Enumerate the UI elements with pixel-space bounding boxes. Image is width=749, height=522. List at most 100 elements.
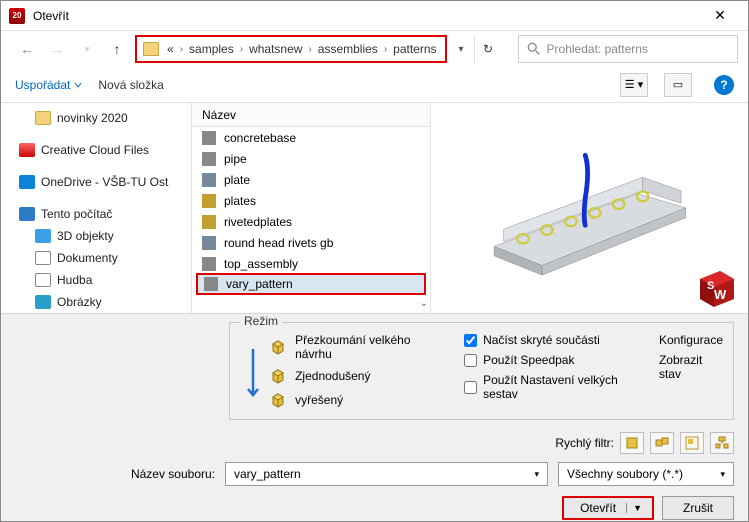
mode-arrow-icon	[244, 333, 261, 409]
chevron-right-icon: ›	[178, 44, 185, 55]
mode-checkbox[interactable]: Použít Nastavení velkých sestav	[464, 373, 629, 401]
file-icon	[202, 152, 216, 166]
close-button[interactable]: ✕	[700, 2, 740, 30]
folder-tree[interactable]: novinky 2020 Creative Cloud Files OneDrive…	[1, 103, 191, 313]
tree-item[interactable]: Obrázky	[1, 291, 191, 313]
search-icon	[527, 42, 541, 56]
tree-item-icon	[35, 273, 51, 287]
file-list-panel: Název concretebase pipe plate plates riveted…	[191, 103, 431, 313]
mode-option[interactable]: vyřešený	[269, 391, 424, 409]
chevron-down-icon: ▾	[720, 469, 725, 480]
file-label: pipe	[224, 152, 247, 166]
crumb-root[interactable]: «	[165, 42, 176, 56]
file-row[interactable]: round head rivets gb	[192, 232, 430, 253]
tree-item-label: novinky 2020	[57, 111, 128, 125]
search-placeholder: Prohledat: patterns	[547, 42, 648, 56]
mode-label: Přezkoumání velkého návrhu	[295, 333, 424, 361]
chevron-down-icon: ▾	[534, 469, 539, 480]
tree-item-label: Obrázky	[57, 295, 102, 309]
tree-item[interactable]: Tento počítač	[1, 203, 191, 225]
tree-item-icon	[19, 143, 35, 157]
scroll-indicator[interactable]: ⌄	[420, 298, 428, 309]
checkbox-input[interactable]	[464, 381, 477, 394]
tree-item[interactable]: Hudba	[1, 269, 191, 291]
tree-item[interactable]: novinky 2020	[1, 107, 191, 129]
file-row[interactable]: concretebase	[192, 127, 430, 148]
solidworks-logo: S W	[694, 265, 738, 309]
tree-item-label: OneDrive - VŠB-TU Ost	[41, 175, 168, 189]
file-label: top_assembly	[224, 257, 298, 271]
mode-checkbox[interactable]: Použít Speedpak	[464, 353, 629, 367]
file-icon	[202, 131, 216, 145]
tree-item-icon	[19, 175, 35, 189]
tree-item-icon	[19, 207, 35, 221]
svg-text:W: W	[714, 287, 727, 302]
forward-button[interactable]: →	[45, 37, 69, 61]
checkbox-label: Použít Speedpak	[483, 353, 574, 367]
tree-item[interactable]: 3D objekty	[1, 225, 191, 247]
cube-icon	[269, 367, 287, 385]
crumb-samples[interactable]: samples	[187, 42, 236, 56]
filter-drawing-button[interactable]	[680, 432, 704, 454]
mode-label: vyřešený	[295, 393, 343, 407]
mode-label: Zjednodušený	[295, 369, 370, 383]
filter-part-button[interactable]	[620, 432, 644, 454]
search-input[interactable]: Prohledat: patterns	[518, 35, 738, 63]
file-label: concretebase	[224, 131, 296, 145]
mode-option[interactable]: Přezkoumání velkého návrhu	[269, 333, 424, 361]
file-label: round head rivets gb	[224, 236, 333, 250]
cube-icon	[269, 391, 287, 409]
tree-item[interactable]: OneDrive - VŠB-TU Ost	[1, 171, 191, 193]
new-folder-button[interactable]: Nová složka	[98, 78, 163, 92]
back-button[interactable]: ←	[15, 37, 39, 61]
crumb-whatsnew[interactable]: whatsnew	[247, 42, 304, 56]
organize-menu[interactable]: Uspořádat	[15, 78, 82, 92]
file-row[interactable]: pipe	[192, 148, 430, 169]
path-dropdown[interactable]: ▾	[459, 44, 464, 55]
file-row[interactable]: plates	[192, 190, 430, 211]
cube-icon	[269, 338, 287, 356]
crumb-assemblies[interactable]: assemblies	[316, 42, 380, 56]
model-preview	[475, 128, 705, 288]
crumb-patterns[interactable]: patterns	[391, 42, 438, 56]
tree-item-label: 3D objekty	[57, 229, 114, 243]
tree-item-icon	[35, 251, 51, 265]
up-button[interactable]: ↑	[105, 37, 129, 61]
mode-checkbox[interactable]: Načíst skryté součásti	[464, 333, 629, 347]
app-icon: 20	[9, 8, 25, 24]
tree-item[interactable]: Creative Cloud Files	[1, 139, 191, 161]
chevron-down-icon	[74, 81, 82, 89]
displaystate-label[interactable]: Zobrazit stav	[659, 353, 723, 381]
breadcrumb-path[interactable]: « › samples › whatsnew › assemblies › pa…	[135, 35, 447, 63]
checkbox-input[interactable]	[464, 334, 477, 347]
preview-toggle-button[interactable]: ▭	[664, 73, 692, 97]
mode-option[interactable]: Zjednodušený	[269, 367, 424, 385]
refresh-button[interactable]: ↻	[474, 35, 502, 63]
tree-item[interactable]: Dokumenty	[1, 247, 191, 269]
file-label: plate	[224, 173, 250, 187]
tree-item-label: Creative Cloud Files	[41, 143, 149, 157]
cancel-button[interactable]: Zrušit	[662, 496, 734, 520]
filetype-select[interactable]: Všechny soubory (*.*) ▾	[558, 462, 734, 486]
open-dropdown[interactable]: ▼	[626, 503, 648, 513]
filename-input[interactable]: vary_pattern ▾	[225, 462, 548, 486]
checkbox-label: Načíst skryté součásti	[483, 333, 600, 347]
file-icon	[204, 277, 218, 291]
column-header-name[interactable]: Název	[192, 103, 430, 127]
open-button[interactable]: Otevřít ▼	[562, 496, 654, 520]
help-button[interactable]: ?	[714, 75, 734, 95]
chevron-right-icon: ›	[382, 44, 389, 55]
recent-dropdown[interactable]: ▾	[75, 37, 99, 61]
file-label: plates	[224, 194, 256, 208]
filter-assembly-button[interactable]	[650, 432, 674, 454]
file-row[interactable]: vary_pattern	[196, 273, 426, 295]
file-row[interactable]: plate	[192, 169, 430, 190]
config-label[interactable]: Konfigurace	[659, 333, 723, 347]
checkbox-input[interactable]	[464, 354, 477, 367]
file-icon	[202, 215, 216, 229]
filter-toplevel-button[interactable]	[710, 432, 734, 454]
view-mode-button[interactable]: ☰ ▾	[620, 73, 648, 97]
file-row[interactable]: top_assembly	[192, 253, 430, 274]
file-row[interactable]: rivetedplates	[192, 211, 430, 232]
preview-pane: S W	[431, 103, 748, 313]
